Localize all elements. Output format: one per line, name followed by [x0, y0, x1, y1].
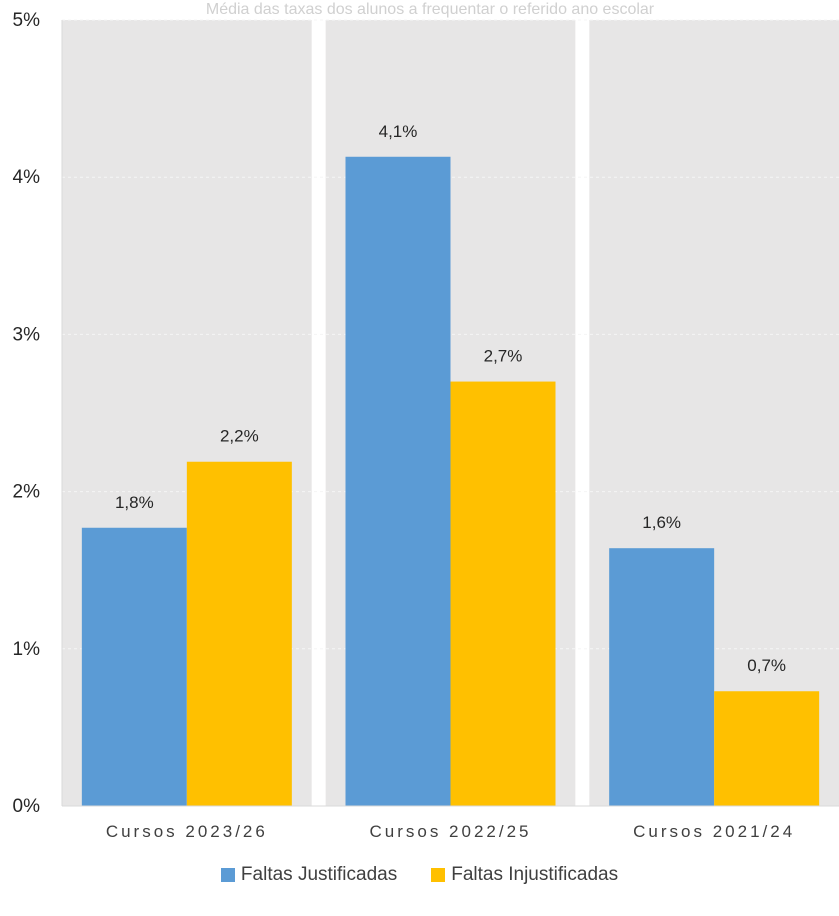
legend-swatch — [220, 868, 235, 882]
data-label: 0,7% — [747, 656, 786, 675]
data-label: 1,6% — [642, 513, 681, 532]
x-tick-label: Cursos 2022/25 — [369, 822, 531, 841]
bar-justificadas — [345, 156, 451, 806]
x-tick-label: Cursos 2021/24 — [633, 822, 795, 841]
legend: Faltas Justificadas Faltas Injustificadas — [0, 864, 839, 886]
chart-title: Média das taxas dos alunos a frequentar … — [206, 1, 655, 18]
y-tick-label: 0% — [13, 796, 41, 817]
data-label: 1,8% — [115, 493, 154, 512]
legend-item: Faltas Justificadas — [220, 864, 398, 886]
y-tick-label: 1% — [13, 639, 41, 660]
y-tick-label: 3% — [13, 324, 41, 345]
x-tick-label: Cursos 2023/26 — [106, 822, 268, 841]
y-tick-label: 4% — [13, 167, 41, 188]
data-label: 2,7% — [484, 347, 523, 366]
legend-item: Faltas Injustificadas — [431, 864, 618, 886]
bar-justificadas — [609, 548, 715, 806]
legend-label: Faltas Justificadas — [240, 864, 398, 885]
legend-label: Faltas Injustificadas — [451, 864, 619, 885]
y-tick-label: 2% — [13, 482, 41, 503]
legend-swatch — [431, 868, 446, 882]
bar-injustificadas — [450, 381, 556, 806]
bar-injustificadas — [714, 691, 820, 806]
y-tick-label: 5% — [13, 10, 41, 31]
data-label: 2,2% — [220, 427, 259, 446]
bar-justificadas — [81, 527, 187, 806]
data-label: 4,1% — [379, 122, 418, 141]
bar-injustificadas — [186, 461, 292, 806]
